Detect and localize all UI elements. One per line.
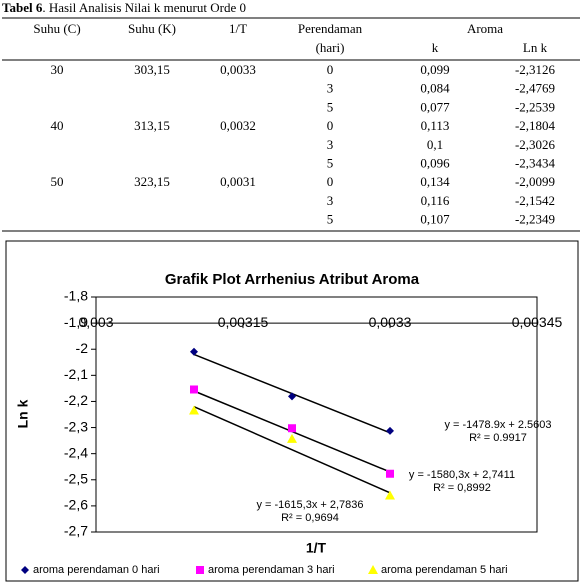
x-axis-label: 1/T: [306, 540, 327, 556]
table-cell: 40: [51, 118, 64, 133]
table-cell: 323,15: [134, 174, 170, 189]
y-tick-label: -1,8: [64, 288, 88, 304]
table-cell: 30: [51, 62, 64, 77]
table-cell: 50: [51, 174, 64, 189]
trendline: [193, 405, 391, 494]
plot-frame: [95, 296, 538, 533]
table-cell: 0: [327, 118, 334, 133]
data-point: [386, 426, 394, 435]
table-cell: -2,2539: [515, 99, 555, 114]
y-tick-label: -2,6: [64, 497, 88, 513]
data-point: [386, 469, 394, 478]
trend-equation: y = -1478.9x + 2.5603: [444, 419, 551, 431]
y-tick-label: -2,1: [64, 366, 88, 382]
table-cell: 0,0033: [220, 62, 256, 77]
y-tick-label: -2,4: [64, 444, 88, 460]
legend-marker: [368, 565, 378, 574]
y-tick-label: -2,7: [64, 523, 88, 539]
table-cell: 0,099: [420, 62, 449, 77]
legend-label: aroma perendaman 3 hari: [208, 564, 335, 576]
x-tick-label: 0,0033: [369, 314, 412, 330]
table-cell: -2,1542: [515, 193, 555, 208]
trend-equation: R² = 0,8992: [433, 482, 491, 494]
table-title-text: . Hasil Analisis Nilai k menurut Orde 0: [42, 0, 246, 15]
table-cell: 0,084: [420, 81, 450, 96]
table-cell: -2,0099: [515, 174, 555, 189]
data-point: [287, 433, 297, 443]
table-cell: 3: [327, 137, 334, 152]
table-header: Perendaman: [298, 21, 363, 36]
table-cell: 303,15: [134, 62, 170, 77]
table-header: Suhu (C): [33, 21, 80, 36]
table-cell: -2,3434: [515, 155, 556, 170]
table-subheader: k: [432, 40, 439, 55]
trend-equation: R² = 0,9694: [281, 512, 339, 524]
table-cell: 3: [327, 193, 334, 208]
table-cell: -2,4769: [515, 81, 555, 96]
table-header: Aroma: [467, 21, 503, 36]
table-cell: 0,134: [420, 174, 450, 189]
trend-equation: R² = 0.9917: [469, 432, 527, 444]
table-title-label: Tabel 6: [2, 0, 43, 15]
table-subheader: (hari): [316, 40, 345, 55]
table-cell: 0,096: [420, 155, 450, 170]
y-tick-label: -2,5: [64, 470, 88, 486]
legend-label: aroma perendaman 0 hari: [33, 564, 160, 576]
table-cell: 0,1: [427, 137, 443, 152]
x-tick-label: 0,003: [78, 314, 113, 330]
trend-equation: y = -1615,3x + 2,7836: [256, 499, 363, 511]
table-cell: 0: [327, 62, 334, 77]
y-tick-label: -2,3: [64, 418, 88, 434]
table-cell: -2,3126: [515, 62, 556, 77]
data-point: [189, 405, 199, 415]
data-point: [288, 424, 296, 433]
trend-equation: y = -1580,3x + 2,7411: [409, 469, 515, 481]
data-point: [385, 490, 395, 500]
table-header: 1/T: [229, 21, 247, 36]
legend-marker: [196, 566, 204, 574]
table-cell: 0,113: [421, 118, 450, 133]
table-cell: 0,0032: [220, 118, 256, 133]
chart-title: Grafik Plot Arrhenius Atribut Aroma: [165, 271, 420, 288]
table-cell: 313,15: [134, 118, 170, 133]
legend-label: aroma perendaman 5 hari: [381, 564, 508, 576]
y-tick-label: -2,2: [64, 392, 88, 408]
data-point: [288, 392, 296, 401]
table-cell: 0: [327, 174, 334, 189]
table-cell: 0,077: [420, 99, 450, 114]
table-cell: -2,2349: [515, 212, 555, 227]
legend-marker: [21, 566, 29, 574]
table-cell: 0,116: [421, 193, 450, 208]
chart-frame: [5, 240, 579, 582]
x-tick-label: 0,00345: [512, 314, 563, 330]
table-title: Tabel 6. Hasil Analisis Nilai k menurut …: [2, 0, 246, 15]
table-cell: -2,3026: [515, 137, 556, 152]
data-point: [190, 347, 198, 356]
table-cell: 5: [327, 155, 334, 170]
table-cell: 5: [327, 99, 334, 114]
x-tick-label: 0,00315: [218, 314, 269, 330]
table-cell: 5: [327, 212, 334, 227]
table-cell: 0,107: [420, 212, 450, 227]
table-cell: 3: [327, 81, 334, 96]
table-cell: -2,1804: [515, 118, 556, 133]
data-point: [190, 385, 198, 394]
y-tick-label: -2: [76, 340, 89, 356]
y-tick-label: -1,9: [64, 314, 88, 330]
table-subheader: Ln k: [523, 40, 548, 55]
table-cell: 0,0031: [220, 174, 256, 189]
y-axis-label: Ln k: [15, 399, 31, 428]
table-header: Suhu (K): [128, 21, 176, 36]
